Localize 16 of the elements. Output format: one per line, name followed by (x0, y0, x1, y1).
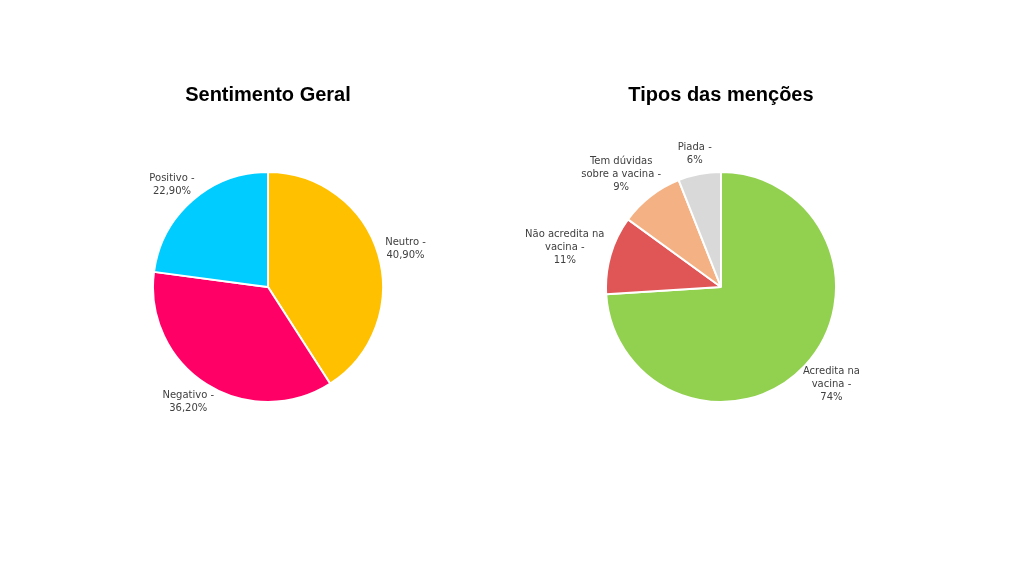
data-label: 22,90% (152, 184, 192, 196)
chart-title: Tipos das menções (627, 83, 815, 106)
data-label: 74% (820, 391, 843, 403)
data-label: 36,20% (169, 401, 208, 413)
slice-label: Acredita na vacina - (802, 365, 860, 390)
slice-label: Neutro - (385, 235, 427, 247)
data-label: 9% (613, 181, 630, 192)
data-label: 40,90% (386, 248, 425, 260)
slice-label: Não acredita na vacina - (525, 227, 605, 252)
slice-label: Piada - (677, 140, 713, 152)
slice-label: Positivo - (149, 171, 196, 183)
data-label: 11% (553, 253, 576, 265)
chart-title: Sentimento Geral (184, 83, 352, 106)
slice-label: Tem dúvidas sobre a vacina - (581, 155, 662, 179)
data-label: 6% (686, 153, 703, 165)
slice-label: Negativo - (162, 388, 215, 400)
